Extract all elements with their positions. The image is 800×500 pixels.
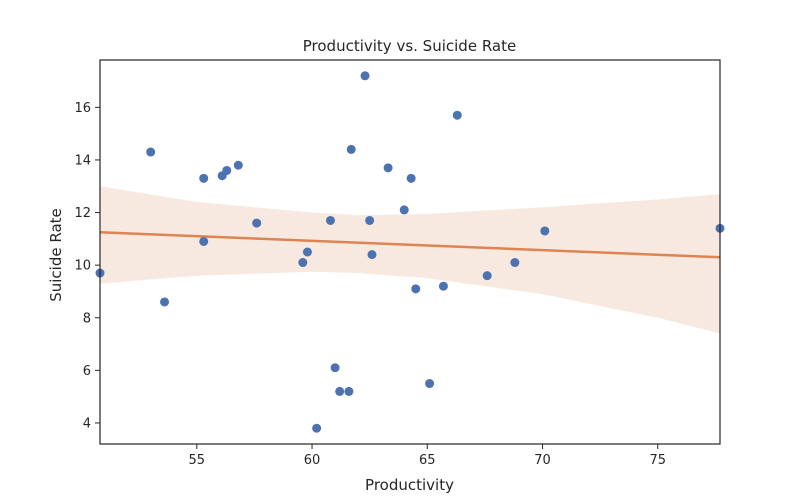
x-tick-label: 60 [304,453,321,468]
y-axis-ticks: 4 6 8 10 12 14 16 [74,101,100,431]
data-point [330,363,340,373]
data-point [425,379,435,389]
x-tick-label: 75 [649,453,666,468]
data-point [233,160,243,170]
x-tick-label: 70 [534,453,551,468]
points-layer [95,71,725,433]
data-point [346,144,356,154]
regression-line [99,231,721,259]
y-tick-label: 8 [83,311,91,326]
data-point [252,218,262,228]
y-tick-label: 16 [74,101,91,116]
data-point [344,386,354,396]
y-tick-label: 10 [74,259,91,274]
x-axis-ticks: 55 60 65 70 75 [189,444,666,468]
data-point [360,71,370,81]
data-point [298,258,308,268]
data-point [146,147,156,157]
y-tick-label: 4 [83,416,91,431]
data-point [365,215,375,225]
data-point [411,284,421,294]
y-axis-label: Suicide Rate [47,208,65,302]
x-axis-label: Productivity [365,476,454,494]
data-point [160,297,170,307]
data-point [438,281,448,291]
plot-frame [99,59,721,445]
y-tick-label: 12 [74,206,91,221]
data-point [452,110,462,120]
data-point [199,236,209,246]
regression-line-layer [99,231,721,259]
y-tick-label: 6 [83,364,91,379]
data-point [406,173,416,183]
data-point [399,205,409,215]
data-point [312,423,322,433]
data-point [325,215,335,225]
data-point [222,165,232,175]
x-tick-label: 65 [419,453,436,468]
chart-title: Productivity vs. Suicide Rate [303,37,516,55]
data-point [482,271,492,281]
data-point [367,250,377,260]
data-point [335,386,345,396]
data-point [199,173,209,183]
data-point [383,163,393,173]
x-tick-label: 55 [189,453,206,468]
data-point [510,258,520,268]
y-tick-label: 14 [74,153,91,168]
data-point [302,247,312,257]
data-point [540,226,550,236]
